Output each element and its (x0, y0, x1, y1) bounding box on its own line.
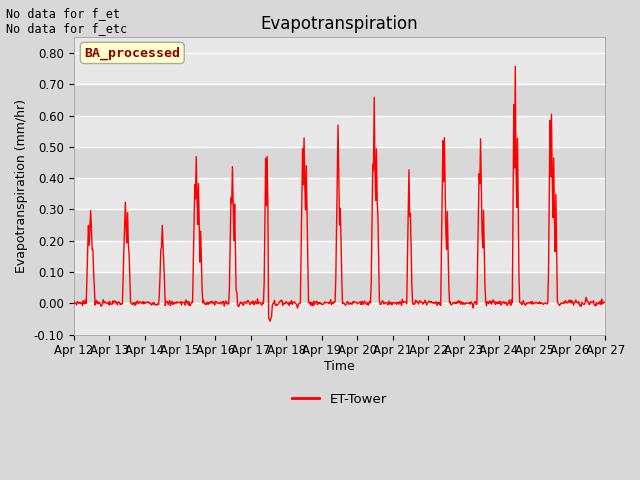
Bar (74, 53, 605, 84)
Bar (74, 84, 605, 116)
Bar (74, 303, 605, 335)
Title: Evapotranspiration: Evapotranspiration (260, 15, 419, 33)
Text: No data for f_et: No data for f_et (6, 7, 120, 20)
Bar (74, 272, 605, 303)
Text: No data for f_etc: No data for f_etc (6, 22, 127, 35)
Bar (74, 240, 605, 272)
X-axis label: Time: Time (324, 360, 355, 373)
Bar (74, 209, 605, 240)
Bar (74, 116, 605, 147)
Legend: ET-Tower: ET-Tower (287, 387, 392, 411)
Bar (74, 178, 605, 209)
Y-axis label: Evapotranspiration (mm/hr): Evapotranspiration (mm/hr) (15, 99, 28, 273)
Text: BA_processed: BA_processed (84, 46, 180, 60)
Bar (74, 147, 605, 178)
